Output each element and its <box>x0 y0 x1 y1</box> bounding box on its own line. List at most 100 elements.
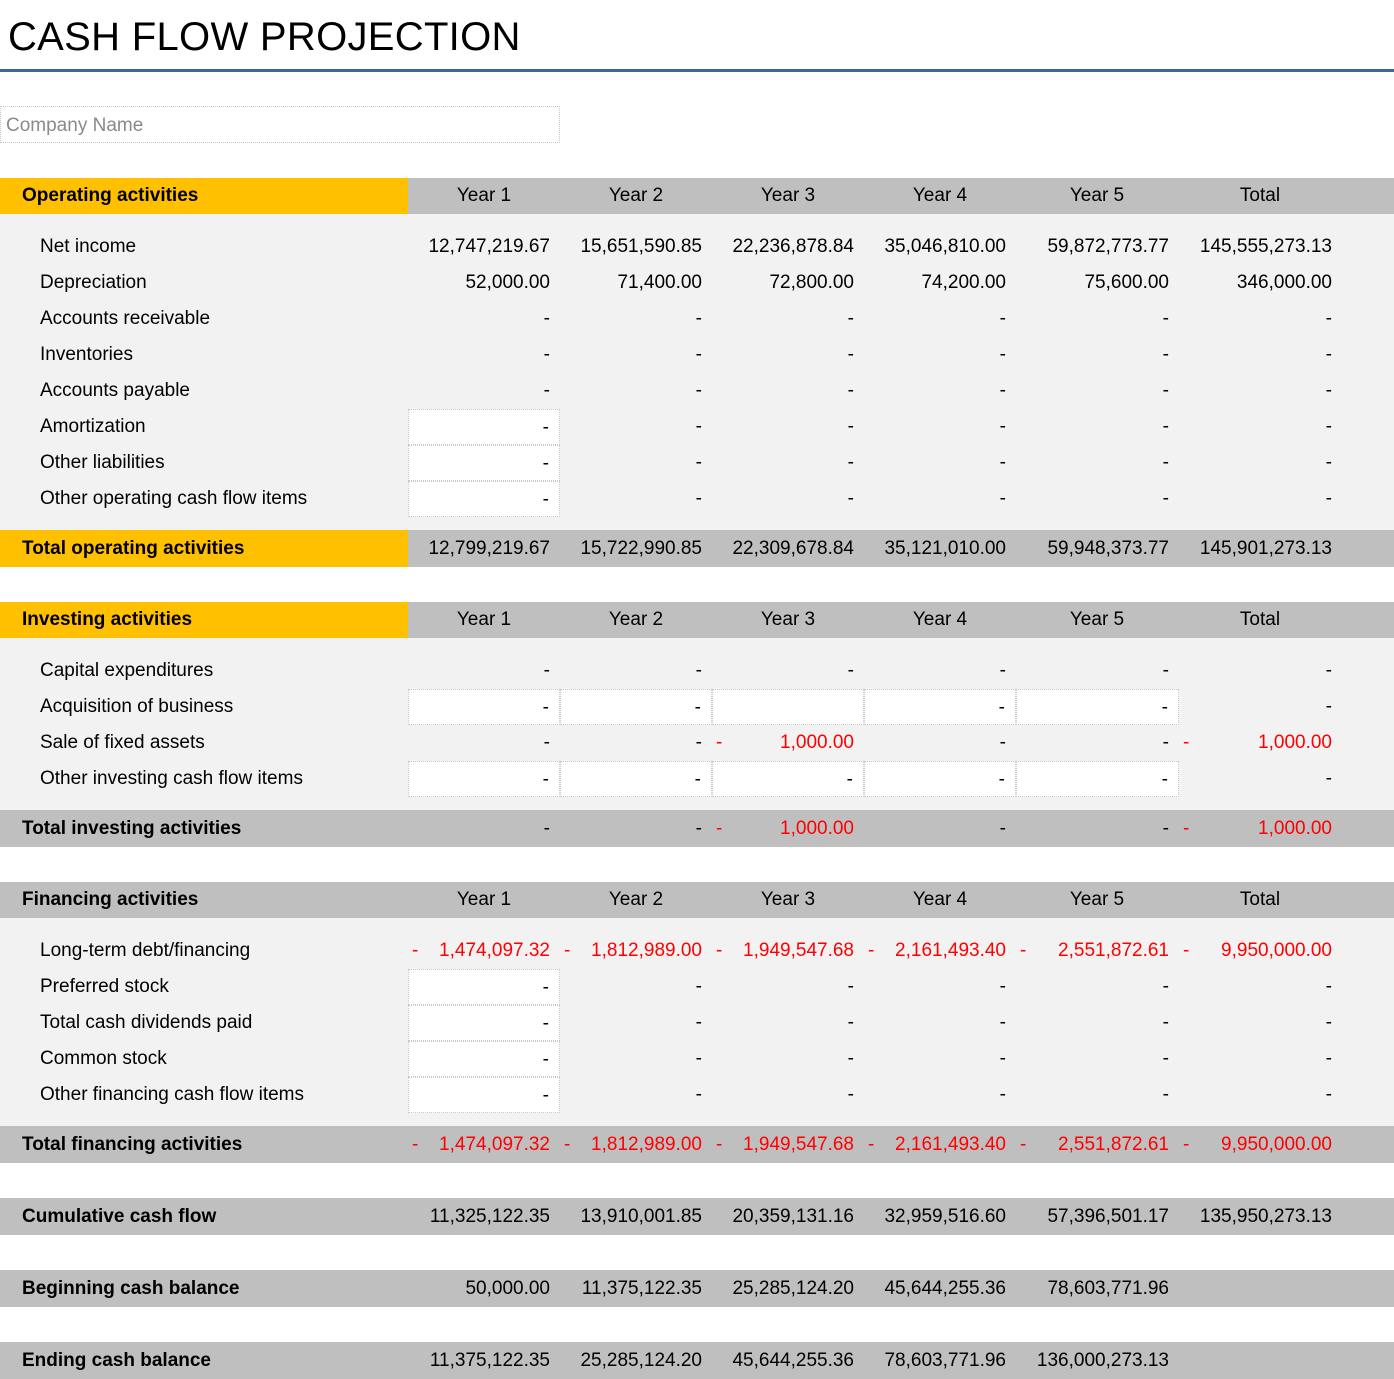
value-cell: - <box>1162 488 1169 509</box>
value-cell: 11,325,122.35 <box>429 1205 550 1227</box>
value-cell[interactable]: - <box>560 761 712 797</box>
row-label: Net income <box>40 236 137 257</box>
value-cell[interactable]: - <box>408 1077 560 1113</box>
value-cell: 1,812,989.00 <box>591 1133 702 1155</box>
cumulative-cash-flow-row-values: 11,325,122.35 13,910,001.85 20,359,131.16 3… <box>0 1199 1394 1235</box>
value-cell[interactable]: - <box>408 969 560 1005</box>
value-cell: 2,551,872.61 <box>1058 940 1169 961</box>
value-cell: - <box>695 660 702 681</box>
value-cell: 35,046,810.00 <box>884 236 1006 257</box>
value-cell: - <box>999 1084 1006 1105</box>
column-header: Year 1 <box>456 609 512 630</box>
column-header: Year 1 <box>456 889 512 910</box>
value-cell: - <box>1325 696 1332 717</box>
value-cell: - <box>847 344 854 365</box>
negative-sign: - <box>564 940 571 961</box>
negative-sign: - <box>716 817 723 839</box>
value-cell: 50,000.00 <box>465 1277 550 1299</box>
value-cell[interactable]: - <box>712 761 864 797</box>
value-cell: - <box>695 732 702 753</box>
value-cell[interactable]: - <box>864 761 1016 797</box>
value-cell: - <box>695 488 702 509</box>
value-cell: 59,948,373.77 <box>1047 537 1169 559</box>
company-name-field[interactable]: Company Name <box>0 106 560 143</box>
value-cell: 75,600.00 <box>1084 272 1169 293</box>
total-financing-row-label: Total financing activities <box>22 1133 243 1155</box>
value-cell: 12,747,219.67 <box>428 236 550 257</box>
value-cell: - <box>1162 817 1169 839</box>
value-cell[interactable]: - <box>408 445 560 481</box>
value-cell: - <box>999 416 1006 437</box>
row-label: Common stock <box>40 1048 167 1069</box>
value-cell[interactable]: - <box>408 761 560 797</box>
value-cell: - <box>1162 660 1169 681</box>
total-operating-row-label: Total operating activities <box>0 530 408 567</box>
financing-row: Long-term debt/financing 1,474,097.32-1,8… <box>0 933 1394 969</box>
negative-sign: - <box>1020 940 1027 961</box>
row-label: Inventories <box>40 344 133 365</box>
value-cell[interactable] <box>712 689 864 725</box>
row-label: Preferred stock <box>40 976 169 997</box>
operating-header: Operating activities Year 1 Year 2 Year 3 Ye… <box>0 178 1394 214</box>
value-cell: 15,722,990.85 <box>580 537 702 559</box>
value-cell: 25,285,124.20 <box>732 1277 854 1299</box>
row-label: Other operating cash flow items <box>40 488 308 509</box>
value-cell: - <box>1325 344 1332 365</box>
value-cell[interactable]: - <box>408 1041 560 1077</box>
value-cell: 1,000.00 <box>1258 817 1332 839</box>
page-title: CASH FLOW PROJECTION <box>8 15 521 59</box>
column-header: Total <box>1239 185 1281 206</box>
value-cell: 45,644,255.36 <box>884 1277 1006 1299</box>
value-cell: 72,800.00 <box>769 272 854 293</box>
value-cell: - <box>695 416 702 437</box>
value-cell[interactable]: - <box>408 481 560 517</box>
value-cell: - <box>1162 732 1169 753</box>
column-header: Year 2 <box>608 609 664 630</box>
value-cell: - <box>1325 488 1332 509</box>
value-cell: - <box>1162 416 1169 437</box>
value-cell[interactable]: - <box>408 689 560 725</box>
value-cell: - <box>543 344 550 365</box>
value-cell: - <box>543 732 550 753</box>
value-cell: - <box>1325 1012 1332 1033</box>
column-header: Year 4 <box>912 185 968 206</box>
value-cell[interactable]: - <box>864 689 1016 725</box>
column-header: Year 5 <box>1069 889 1125 910</box>
value-cell: - <box>847 976 854 997</box>
value-cell[interactable]: - <box>1016 689 1179 725</box>
value-cell[interactable]: - <box>408 409 560 445</box>
operating-row: Accounts payable - - - - - - <box>0 373 1394 409</box>
value-cell: 2,551,872.61 <box>1058 1133 1169 1155</box>
value-cell: 9,950,000.00 <box>1221 940 1332 961</box>
value-cell: 11,375,122.35 <box>581 1277 702 1299</box>
value-cell[interactable]: - <box>1016 761 1179 797</box>
value-cell: 2,161,493.40 <box>895 1133 1006 1155</box>
column-header: Year 3 <box>760 889 816 910</box>
row-label: Depreciation <box>40 272 147 293</box>
column-header: Year 5 <box>1069 609 1125 630</box>
value-cell: 15,651,590.85 <box>580 236 702 257</box>
column-header: Year 2 <box>608 185 664 206</box>
value-cell: 32,959,516.60 <box>884 1205 1006 1227</box>
negative-sign: - <box>1183 732 1190 753</box>
value-cell: - <box>1162 452 1169 473</box>
value-cell: - <box>999 1012 1006 1033</box>
value-cell: - <box>1325 1084 1332 1105</box>
value-cell: - <box>1325 976 1332 997</box>
value-cell: 1,949,547.68 <box>743 940 854 961</box>
row-label: Sale of fixed assets <box>40 732 205 753</box>
value-cell: - <box>847 308 854 329</box>
value-cell[interactable]: - <box>560 689 712 725</box>
financing-header: Financing activities Year 1 Year 2 Year 3 Ye… <box>0 882 1394 918</box>
value-cell: - <box>1325 452 1332 473</box>
ending-cash-balance-row-values: 11,375,122.35 25,285,124.20 45,644,255.36 7… <box>0 1343 1394 1379</box>
value-cell: - <box>543 660 550 681</box>
value-cell: - <box>1325 660 1332 681</box>
value-cell[interactable]: - <box>408 1005 560 1041</box>
value-cell: - <box>847 1084 854 1105</box>
value-cell <box>1179 1271 1342 1307</box>
financing-row: Other financing cash flow items - - - - - - <box>0 1077 1394 1113</box>
value-cell: 78,603,771.96 <box>1047 1277 1169 1299</box>
operating-body <box>0 214 1394 530</box>
total-financing-row: Total financing activities 1,474,097.32-1… <box>0 1126 1394 1163</box>
